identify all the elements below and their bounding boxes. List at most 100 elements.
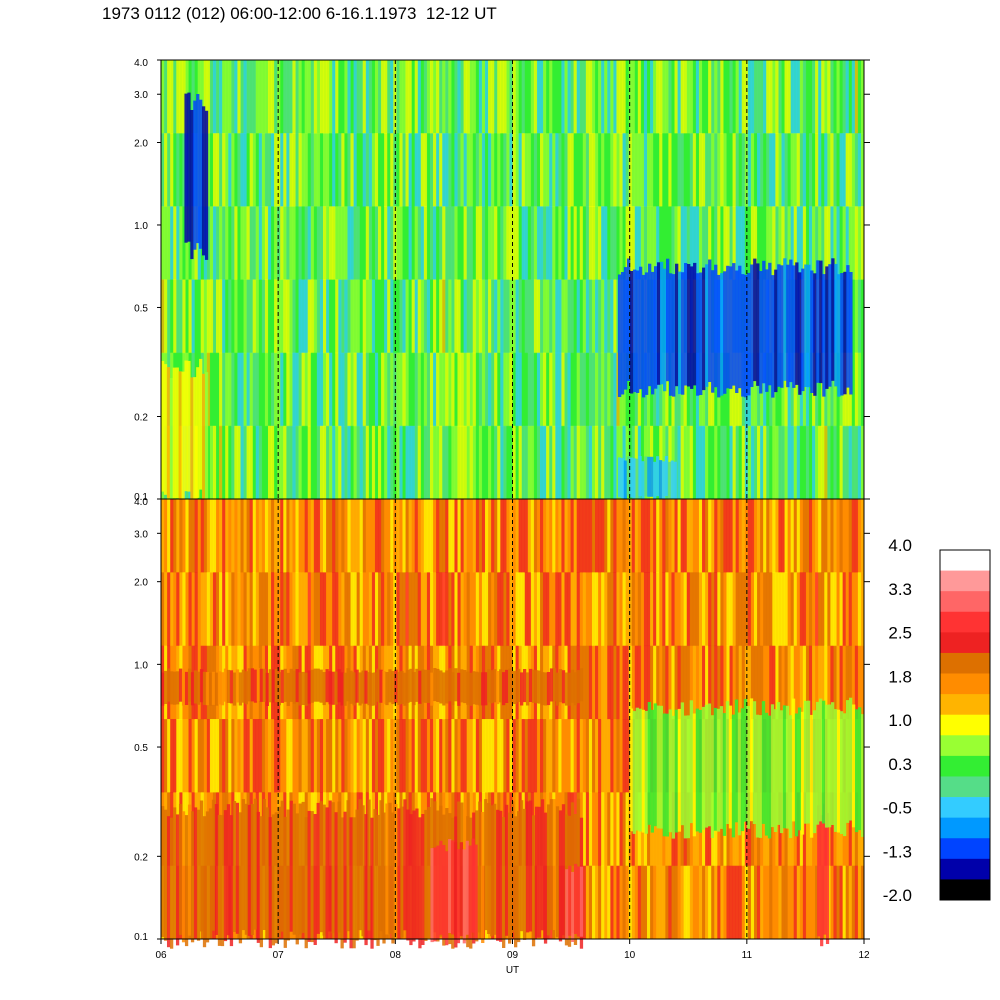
spectral-cell — [720, 645, 724, 720]
spectral-cell — [735, 499, 739, 573]
spectral-cell — [683, 60, 688, 134]
spectral-cell — [399, 60, 403, 134]
spectral-cell — [616, 572, 620, 647]
spectral-cell — [264, 352, 269, 427]
spectral-cell — [338, 206, 342, 280]
spectral-cell — [839, 206, 843, 280]
spectral-cell — [454, 133, 458, 207]
spectral-cell — [686, 499, 691, 573]
spectral-cell — [787, 352, 791, 427]
spectral-cell — [274, 719, 278, 793]
spectral-cell — [802, 645, 807, 720]
spectral-feature — [651, 271, 655, 395]
spectral-cell — [185, 719, 189, 793]
spectral-cell — [540, 133, 544, 207]
spectral-feature — [232, 672, 237, 706]
spectral-cell — [436, 719, 440, 793]
spectral-feature — [370, 817, 374, 949]
x-tick-label: 06 — [155, 950, 167, 961]
spectral-cell — [433, 572, 437, 647]
spectral-cell — [368, 425, 373, 500]
spectral-cell — [222, 133, 226, 207]
spectral-cell — [588, 719, 593, 793]
spectral-cell — [316, 572, 321, 647]
spectral-cell — [683, 425, 688, 500]
spectral-cell — [414, 719, 419, 793]
spectral-cell — [491, 352, 495, 427]
spectral-cell — [787, 60, 791, 134]
spectral-cell — [564, 499, 568, 573]
spectral-cell — [533, 133, 538, 207]
spectral-cell — [564, 352, 568, 427]
spectral-cell — [472, 425, 477, 500]
spectral-cell — [420, 279, 425, 354]
spectral-feature — [313, 668, 317, 702]
spectral-cell — [329, 206, 333, 280]
spectral-cell — [234, 133, 238, 207]
spectral-cell — [292, 206, 296, 280]
spectral-cell — [463, 352, 467, 427]
spectral-cell — [659, 206, 663, 280]
spectral-feature — [623, 267, 628, 390]
spectral-feature — [561, 670, 566, 704]
spectral-feature — [352, 817, 356, 949]
spectral-feature — [421, 814, 425, 945]
spectral-cell — [546, 719, 550, 793]
spectral-feature — [804, 264, 808, 387]
spectral-cell — [812, 645, 816, 720]
spectral-feature — [777, 264, 781, 387]
spectral-feature — [349, 670, 353, 704]
spectral-feature — [555, 806, 560, 938]
spectral-cell — [484, 352, 489, 427]
spectral-cell — [423, 133, 428, 207]
spectral-feature — [343, 672, 347, 706]
spectral-cell — [824, 572, 828, 647]
spectral-cell — [521, 133, 526, 207]
spectral-cell — [381, 499, 385, 573]
spectral-feature — [256, 668, 261, 702]
spectral-cell — [289, 425, 293, 500]
spectral-cell — [793, 133, 798, 207]
spectral-cell — [463, 572, 467, 647]
spectral-cell — [313, 60, 318, 134]
spectral-cell — [371, 60, 376, 134]
spectral-cell — [411, 133, 415, 207]
spectral-cell — [466, 425, 471, 500]
spectral-feature — [430, 672, 434, 706]
spectral-cell — [555, 719, 559, 793]
spectral-cell — [650, 60, 654, 134]
spectral-feature — [204, 110, 209, 260]
spectral-cell — [518, 352, 522, 427]
spectral-cell — [173, 133, 177, 207]
spectral-feature — [731, 714, 736, 838]
spectral-cell — [408, 60, 412, 134]
spectral-cell — [445, 279, 449, 354]
spectral-cell — [778, 865, 782, 940]
spectral-cell — [518, 499, 522, 573]
spectral-cell — [582, 60, 587, 134]
spectral-cell — [353, 572, 357, 647]
spectral-cell — [775, 499, 779, 573]
spectral-cell — [381, 60, 385, 134]
spectral-cell — [732, 425, 736, 500]
spectral-cell — [536, 60, 541, 134]
spectral-cell — [307, 719, 312, 793]
spectral-cell — [601, 865, 605, 940]
spectral-cell — [411, 60, 415, 134]
spectral-cell — [188, 719, 192, 793]
spectral-cell — [472, 206, 477, 280]
spectral-cell — [231, 425, 235, 500]
spectral-feature — [699, 272, 703, 395]
spectral-cell — [243, 279, 247, 354]
spectral-cell — [625, 352, 629, 427]
spectral-cell — [659, 865, 663, 940]
spectral-cell — [353, 60, 357, 134]
spectral-cell — [188, 572, 192, 647]
spectral-cell — [802, 60, 807, 134]
spectral-cell — [515, 279, 519, 354]
spectral-cell — [760, 133, 764, 207]
spectral-cell — [558, 206, 562, 280]
spectral-cell — [585, 719, 590, 793]
spectral-feature — [810, 270, 814, 393]
spectral-feature — [708, 259, 712, 382]
